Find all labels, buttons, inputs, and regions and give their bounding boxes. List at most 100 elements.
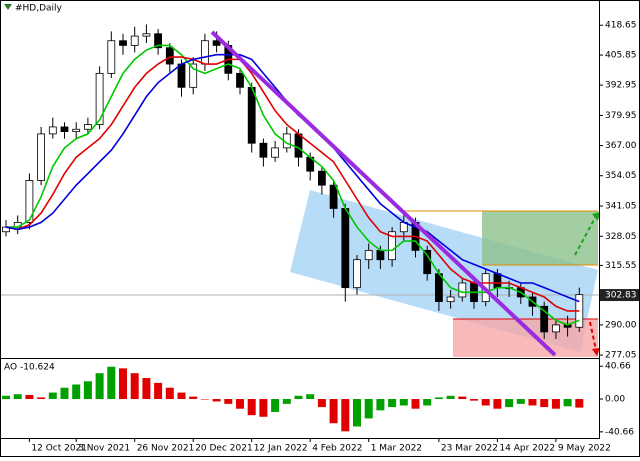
candle-body bbox=[84, 124, 92, 130]
arrow-head bbox=[592, 212, 600, 221]
x-tick-label: 4 Feb 2022 bbox=[312, 444, 362, 454]
candle-body bbox=[95, 72, 104, 125]
y-tick-label: 367.00 bbox=[605, 141, 637, 151]
ao-bar bbox=[189, 396, 198, 400]
ao-bar bbox=[306, 394, 315, 400]
ao-bar bbox=[458, 396, 467, 400]
overlay bbox=[210, 30, 600, 357]
candle-body bbox=[446, 296, 455, 303]
ao-bar bbox=[212, 399, 221, 402]
ao-bar bbox=[48, 392, 57, 400]
ao-bar bbox=[376, 399, 385, 411]
candle-body bbox=[294, 133, 303, 158]
candle-body bbox=[154, 33, 163, 49]
moving-average bbox=[6, 44, 580, 326]
y-tick-label: 418.65 bbox=[605, 21, 637, 31]
y-tick-label: 290.00 bbox=[605, 320, 637, 330]
y-tick-label: 40.66 bbox=[605, 362, 631, 372]
ao-bar bbox=[388, 399, 397, 408]
ao-bar bbox=[341, 399, 350, 432]
moving-average bbox=[5, 56, 580, 312]
ao-bar bbox=[423, 399, 432, 406]
y-tick-label: 277.05 bbox=[605, 351, 637, 361]
ao-bar bbox=[37, 397, 46, 400]
candle-body bbox=[353, 259, 361, 289]
y-tick-label: 354.05 bbox=[605, 171, 637, 181]
y-tick-label: -40.66 bbox=[605, 427, 634, 437]
arrow-head bbox=[592, 348, 600, 356]
ao-bar bbox=[551, 399, 560, 409]
y-tick-label: 0.00 bbox=[605, 395, 625, 405]
ao-bar bbox=[399, 399, 408, 406]
ao-bar bbox=[247, 399, 256, 416]
current-price-label: 302.83 bbox=[605, 291, 637, 301]
ao-bar bbox=[364, 399, 373, 419]
x-tick-label: 23 Mar 2022 bbox=[441, 444, 498, 454]
ao-bar bbox=[165, 387, 174, 400]
candle-body bbox=[130, 35, 139, 46]
candle-body bbox=[142, 33, 151, 37]
y-tick-label: 315.55 bbox=[605, 261, 637, 271]
y-tick-label: 392.95 bbox=[605, 81, 637, 91]
indicator-title: AO bbox=[4, 363, 17, 373]
x-tick-label: 26 Nov 2021 bbox=[137, 444, 195, 454]
candle-body bbox=[119, 40, 127, 46]
ao-bar bbox=[13, 394, 22, 400]
candle-body bbox=[25, 180, 34, 223]
candle-body bbox=[552, 324, 560, 333]
annotations bbox=[290, 190, 598, 357]
candle-body bbox=[189, 63, 198, 88]
candle-body bbox=[434, 273, 443, 303]
ao-bar bbox=[329, 399, 338, 424]
arrow-up bbox=[574, 215, 597, 256]
trend-line bbox=[210, 30, 557, 357]
candle-body bbox=[48, 126, 57, 135]
target-zone bbox=[482, 211, 598, 265]
ao-bar bbox=[236, 399, 244, 409]
ao-bar bbox=[259, 399, 268, 417]
ao-bar bbox=[2, 395, 10, 400]
ao-bar bbox=[224, 399, 233, 404]
candle-body bbox=[458, 282, 467, 298]
candle-body bbox=[236, 72, 244, 88]
candle-body bbox=[388, 231, 397, 261]
ao-bar bbox=[493, 399, 502, 409]
candle-body bbox=[165, 47, 174, 65]
x-tick-label: 20 Dec 2021 bbox=[195, 444, 253, 454]
ao-bar bbox=[25, 394, 34, 400]
candle-body bbox=[107, 40, 116, 74]
x-tick-label: 1 Mar 2022 bbox=[371, 444, 422, 454]
arrow-down bbox=[589, 321, 597, 351]
candle-body bbox=[317, 170, 326, 186]
ao-bar bbox=[353, 399, 361, 427]
ao-bar bbox=[282, 399, 291, 404]
x-tick-label: 12 Oct 2021 bbox=[31, 444, 87, 454]
ao-bar bbox=[470, 399, 478, 401]
y-tick-label: 405.85 bbox=[605, 51, 637, 61]
y-tick-label: 341.05 bbox=[605, 202, 637, 212]
ao-bar bbox=[446, 395, 455, 400]
candle-body bbox=[200, 40, 209, 65]
ao-bar bbox=[60, 387, 69, 400]
plot-area bbox=[0, 24, 599, 432]
symbol-icon bbox=[4, 4, 12, 10]
candle-body bbox=[540, 305, 549, 333]
candle-body bbox=[259, 142, 268, 158]
ao-bar bbox=[563, 399, 572, 407]
x-tick-label: 9 May 2022 bbox=[558, 444, 611, 454]
candle-body bbox=[364, 249, 373, 261]
ao-bar bbox=[177, 392, 186, 400]
ao-bar bbox=[575, 399, 584, 408]
ao-bar bbox=[294, 395, 303, 400]
ao-bar bbox=[434, 397, 443, 400]
ao-bar bbox=[317, 399, 326, 408]
ao-bar bbox=[528, 399, 537, 406]
candle-body bbox=[72, 128, 81, 132]
ao-bar bbox=[154, 382, 163, 400]
ao-bar bbox=[540, 399, 549, 408]
channel bbox=[290, 190, 598, 352]
y-tick-label: 328.05 bbox=[605, 232, 637, 242]
ao-bar bbox=[119, 368, 127, 400]
y-tick-label: 379.95 bbox=[605, 111, 637, 121]
